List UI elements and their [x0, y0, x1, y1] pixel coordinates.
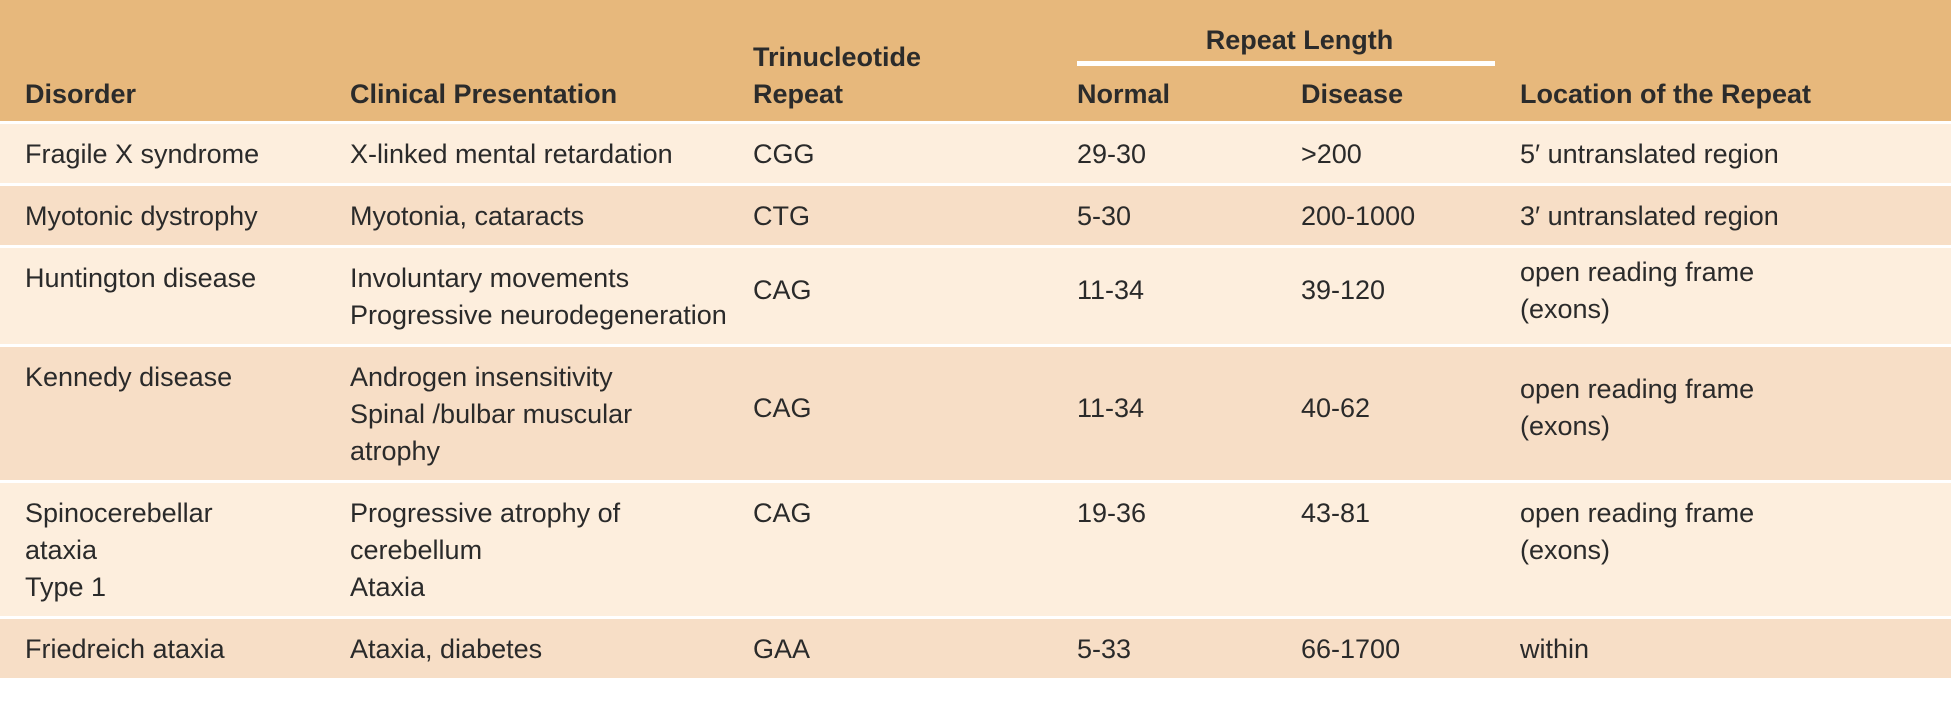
table-row: Huntington disease Involuntary movements P…	[0, 246, 1951, 345]
cell-line: Progressive neurodegeneration	[350, 299, 727, 330]
cell-line: Involuntary movements	[350, 262, 630, 293]
table-cell: 3′ untranslated region	[1495, 184, 1951, 246]
table-cell: 5′ untranslated region	[1495, 122, 1951, 184]
table-body: Fragile X syndrome X-linked mental retard…	[0, 122, 1951, 678]
table-row: Spinocerebellar ataxia Type 1 Progressive …	[0, 481, 1951, 617]
table-cell: Kennedy disease	[25, 361, 233, 392]
header-cell: Normal	[1052, 66, 1276, 122]
table-row: Myotonic dystrophy Myotonia, cataracts CTG…	[0, 184, 1951, 246]
table-cell: 5-30	[1077, 200, 1132, 231]
table-cell: 19-36	[1077, 497, 1147, 528]
header-cell: Disorder	[0, 0, 325, 122]
table-cell: Spinocerebellar ataxia Type 1	[0, 481, 325, 617]
table-cell: CAG	[753, 275, 812, 305]
cell-line: Spinocerebellar ataxia	[25, 497, 213, 565]
table-cell: 29-30	[1077, 138, 1147, 169]
table-cell: Involuntary movements Progressive neurode…	[325, 246, 728, 345]
header-group: Repeat Length	[1052, 0, 1522, 66]
table-cell: 40-62	[1301, 392, 1371, 423]
header-cell: Trinucleotide Repeat	[728, 0, 1052, 122]
table-row: Fragile X syndrome X-linked mental retard…	[0, 122, 1951, 184]
table-cell: Friedreich ataxia	[25, 633, 225, 664]
repeat-table: Disorder Clinical Presentation Trinucleo…	[0, 0, 1951, 678]
table-cell: open reading frame (exons)	[1495, 246, 1951, 345]
table-cell: 5-33	[1077, 633, 1132, 664]
table-cell: Progressive atrophy of cerebellum Ataxia	[325, 481, 728, 617]
table-cell: CTG	[753, 200, 810, 231]
cell-line: Type 1	[25, 571, 107, 602]
table-cell: open reading frame (exons)	[1495, 481, 1951, 617]
cell-text: within	[1520, 633, 1590, 664]
table-cell: 11-34	[1077, 275, 1145, 305]
table-cell: Androgen insensitivity Spinal /bulbar mus…	[325, 345, 728, 481]
cell-text: open reading frame (exons)	[1520, 374, 1755, 441]
table-cell: Ataxia, diabetes	[350, 633, 543, 664]
table-cell: within	[1495, 617, 1951, 678]
table-cell: CAG	[753, 497, 812, 528]
cell-line: Androgen insensitivity	[350, 361, 613, 392]
table-cell: >200	[1301, 138, 1362, 169]
header-cell: Clinical Presentation	[325, 0, 728, 122]
table-cell: 39-120	[1301, 275, 1386, 305]
table-cell: GAA	[753, 633, 811, 664]
cell-text: open reading frame (exons)	[1520, 256, 1755, 324]
cell-line: Spinal /bulbar muscular atrophy	[350, 398, 633, 466]
table-cell: Huntington disease	[25, 262, 257, 293]
header-cell: Repeat Length	[1077, 22, 1522, 66]
cell-line: Progressive atrophy of cerebellum	[350, 497, 621, 565]
cell-text: 3′ untranslated region	[1520, 200, 1779, 231]
header-cell: Disease	[1276, 66, 1495, 122]
table-cell: CGG	[753, 138, 815, 169]
table-row: Kennedy disease Androgen insensitivity Spi…	[0, 345, 1951, 481]
cell-line: Ataxia	[350, 571, 426, 602]
table-cell: CAG	[753, 392, 812, 423]
table-cell: Myotonic dystrophy	[25, 200, 258, 231]
table-cell: open reading frame (exons)	[1495, 345, 1951, 481]
table-cell: 200-1000	[1301, 200, 1416, 231]
table-cell: 66-1700	[1301, 633, 1401, 664]
table-cell: 43-81	[1301, 497, 1371, 528]
table-row: Friedreich ataxia Ataxia, diabetes GAA 5-33…	[0, 617, 1951, 678]
header-cell: Location of the Repeat	[1495, 0, 1951, 122]
table-cell: Myotonia, cataracts	[350, 200, 585, 231]
table-cell: 11-34	[1077, 392, 1145, 423]
table-cell: Fragile X syndrome	[25, 138, 260, 169]
table-cell: X-linked mental retardation	[350, 138, 673, 169]
cell-text: 5′ untranslated region	[1520, 138, 1779, 169]
cell-text: open reading frame (exons)	[1520, 497, 1755, 565]
